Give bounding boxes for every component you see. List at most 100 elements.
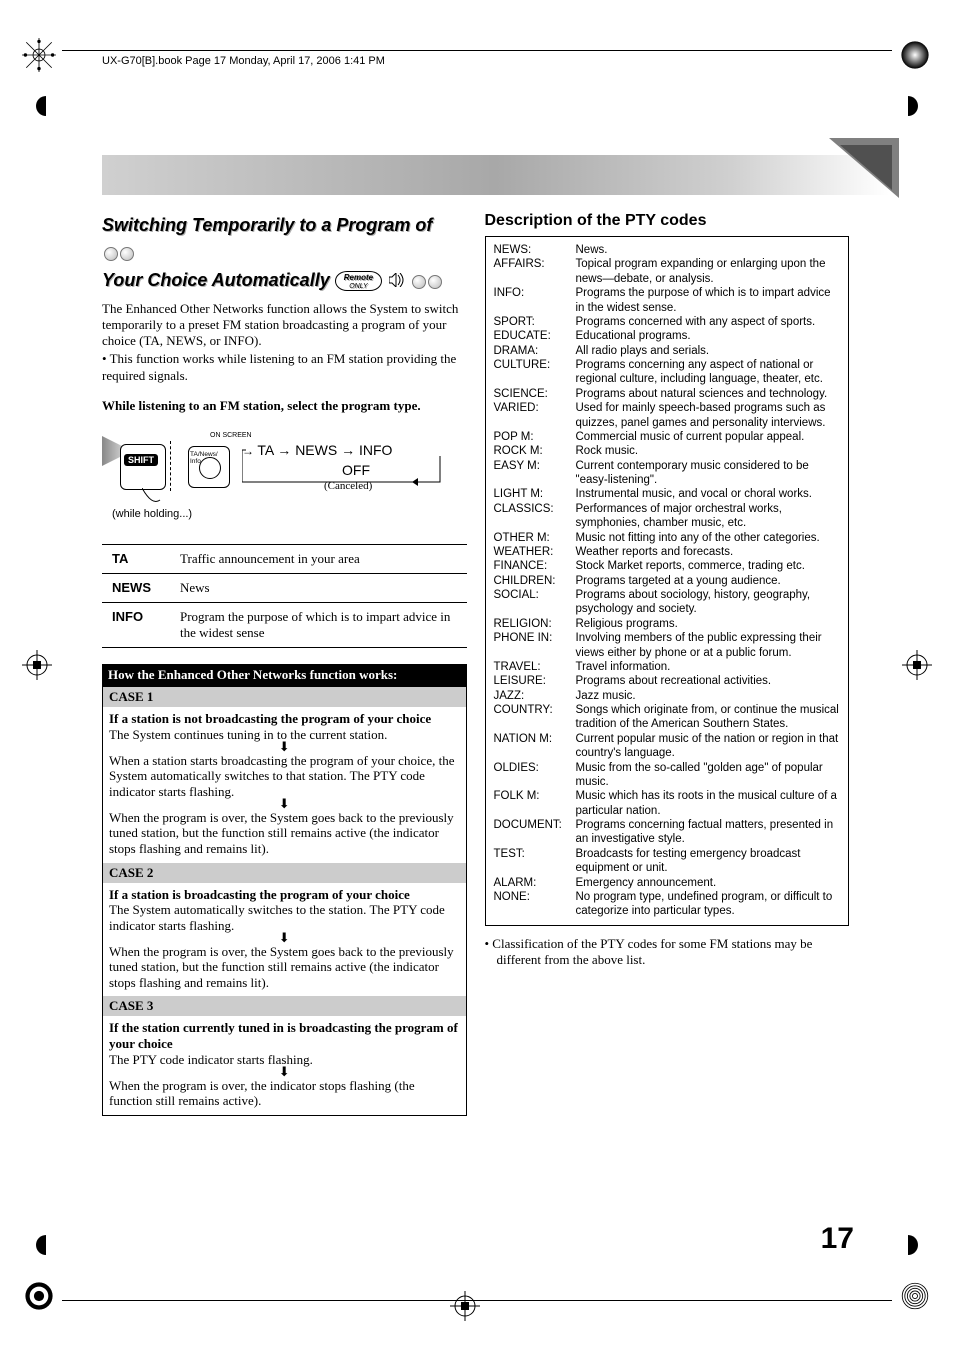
pty-code: NONE: (494, 890, 576, 919)
pty-code: DOCUMENT: (494, 818, 576, 847)
tanews-label: TA/News/ Info (190, 452, 218, 465)
pty-note: • Classification of the PTY codes for so… (485, 936, 850, 968)
pty-code: ROCK M: (494, 444, 576, 458)
pty-row: SOCIAL:Programs about sociology, history… (494, 588, 841, 617)
pty-desc: Performances of major orchestral works, … (576, 502, 841, 531)
pty-code: SOCIAL: (494, 588, 576, 617)
section-title-line1: Switching Temporarily to a Program of (102, 215, 432, 235)
shift-button-icon (120, 444, 166, 490)
pty-desc: Educational programs. (576, 329, 691, 343)
content-columns: Switching Temporarily to a Program of Yo… (102, 212, 849, 1281)
pty-row: ALARM:Emergency announcement. (494, 876, 841, 890)
pty-desc: Emergency announcement. (576, 876, 717, 890)
flow-canceled: (Canceled) (324, 480, 372, 492)
pty-desc: Commercial music of current popular appe… (576, 430, 805, 444)
pty-code: VARIED: (494, 401, 576, 430)
pty-code: EDUCATE: (494, 329, 576, 343)
pty-desc: Songs which originate from, or continue … (576, 703, 841, 732)
pty-desc: Programs the purpose of which is to impa… (576, 286, 841, 315)
table-row: INFOProgram the purpose of which is to i… (102, 603, 467, 648)
case-header: CASE 3 (103, 996, 466, 1016)
pty-desc: Instrumental music, and vocal or choral … (576, 487, 812, 501)
pty-row: NATION M:Current popular music of the na… (494, 732, 841, 761)
registration-mark-icon (898, 1279, 932, 1313)
pty-code: CULTURE: (494, 358, 576, 387)
left-column: Switching Temporarily to a Program of Yo… (102, 212, 467, 1281)
pty-code: PHONE IN: (494, 631, 576, 660)
pty-code: AFFAIRS: (494, 257, 576, 286)
pty-desc: Programs targeted at a young audience. (576, 574, 781, 588)
page-number: 17 (821, 1222, 854, 1256)
pty-desc: Involving members of the public expressi… (576, 631, 841, 660)
pty-row: FOLK M:Music which has its roots in the … (494, 789, 841, 818)
pty-code: POP M: (494, 430, 576, 444)
section-title: Switching Temporarily to a Program of Yo… (102, 212, 467, 295)
crop-rule (62, 50, 892, 51)
decor-dot-icon (428, 275, 442, 289)
pty-code: TRAVEL: (494, 660, 576, 674)
crop-mark-icon (902, 650, 932, 680)
pty-desc: Programs about recreational activities. (576, 674, 772, 688)
pty-desc: Topical program expanding or enlarging u… (576, 257, 841, 286)
pty-desc: Religious programs. (576, 617, 678, 631)
pty-row: CLASSICS:Performances of major orchestra… (494, 502, 841, 531)
pty-row: EDUCATE:Educational programs. (494, 329, 841, 343)
pty-desc: No program type, undefined program, or d… (576, 890, 841, 919)
pty-code: NEWS: (494, 243, 576, 257)
pty-desc: Travel information. (576, 660, 671, 674)
pty-row: COUNTRY:Songs which originate from, or c… (494, 703, 841, 732)
pty-row: LEISURE:Programs about recreational acti… (494, 674, 841, 688)
remote-only-badge: Remote ONLY (335, 271, 382, 291)
case-header: CASE 1 (103, 687, 466, 707)
pty-row: CHILDREN:Programs targeted at a young au… (494, 574, 841, 588)
type-desc: Program the purpose of which is to impar… (176, 603, 467, 648)
registration-mark-icon (22, 38, 56, 72)
pty-row: POP M:Commercial music of current popula… (494, 430, 841, 444)
pty-row: NEWS:News. (494, 243, 841, 257)
program-type-table: TATraffic announcement in your areaNEWSN… (102, 544, 467, 648)
pty-row: EASY M:Current contemporary music consid… (494, 459, 841, 488)
pty-code: LIGHT M: (494, 487, 576, 501)
instruction-line: While listening to an FM station, select… (102, 398, 467, 414)
crop-mark-icon (30, 1235, 46, 1255)
pty-row: WEATHER:Weather reports and forecasts. (494, 545, 841, 559)
button-diagram: SHIFT ON SCREEN TA/News/ Info → TA → NEW… (102, 426, 467, 526)
cases-box: CASE 1If a station is not broadcasting t… (102, 686, 467, 1116)
case-body: If a station is broadcasting the program… (103, 883, 466, 997)
pty-codes-box: NEWS:News.AFFAIRS:Topical program expand… (485, 236, 850, 926)
pty-row: INFO:Programs the purpose of which is to… (494, 286, 841, 315)
how-it-works-heading: How the Enhanced Other Networks function… (102, 664, 467, 686)
pty-code: COUNTRY: (494, 703, 576, 732)
pty-code: CHILDREN: (494, 574, 576, 588)
pty-desc: Music not fitting into any of the other … (576, 531, 820, 545)
pty-row: DOCUMENT:Programs concerning factual mat… (494, 818, 841, 847)
pty-code: TEST: (494, 847, 576, 876)
pty-code: WEATHER: (494, 545, 576, 559)
pty-row: CULTURE:Programs concerning any aspect o… (494, 358, 841, 387)
table-row: TATraffic announcement in your area (102, 545, 467, 574)
pty-row: JAZZ:Jazz music. (494, 689, 841, 703)
pty-row: AFFAIRS:Topical program expanding or enl… (494, 257, 841, 286)
pty-code: DRAMA: (494, 344, 576, 358)
pty-row: OTHER M:Music not fitting into any of th… (494, 531, 841, 545)
pty-desc: All radio plays and serials. (576, 344, 710, 358)
registration-mark-icon (898, 38, 932, 72)
pty-row: SPORT:Programs concerned with any aspect… (494, 315, 841, 329)
pty-code: INFO: (494, 286, 576, 315)
type-desc: News (176, 574, 467, 603)
decor-dot-icon (104, 247, 118, 261)
pty-row: DRAMA:All radio plays and serials. (494, 344, 841, 358)
corner-triangle-icon (840, 145, 892, 190)
on-screen-label: ON SCREEN (210, 432, 252, 439)
while-holding-label: (while holding...) (112, 508, 192, 520)
divider-icon (170, 441, 172, 491)
pty-desc: Weather reports and forecasts. (576, 545, 734, 559)
intro-bullet: This function works while listening to a… (102, 351, 467, 384)
pty-desc: Music from the so-called "golden age" of… (576, 761, 841, 790)
flow-off: OFF (342, 462, 370, 478)
crop-mark-icon (22, 650, 52, 680)
pty-title: Description of the PTY codes (485, 212, 850, 230)
case-header: CASE 2 (103, 863, 466, 883)
pty-code: EASY M: (494, 459, 576, 488)
pty-desc: Programs about sociology, history, geogr… (576, 588, 841, 617)
